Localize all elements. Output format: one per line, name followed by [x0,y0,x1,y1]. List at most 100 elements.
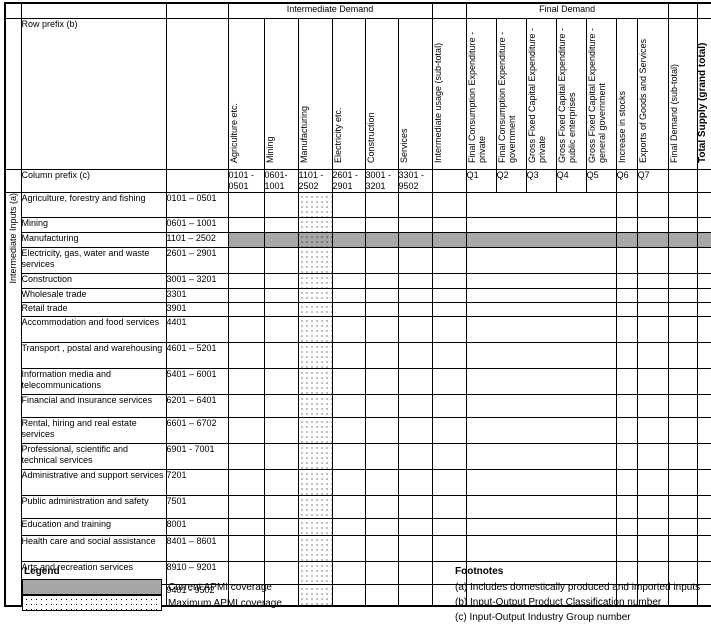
data-cell [526,192,557,218]
data-cell [667,417,698,444]
data-cell [696,247,711,274]
data-cell [556,417,587,444]
header-corner-left [5,18,22,170]
footnotes: Footnotes (a) Includes domestically prod… [455,566,710,625]
data-cell [496,288,527,303]
data-cell [496,417,527,444]
data-cell [496,469,527,496]
data-cell [586,192,617,218]
data-cell [667,288,698,303]
data-cell [526,232,557,248]
data-cell [297,469,333,496]
row-code: 2601 – 2901 [165,247,229,274]
data-cell [496,302,527,317]
data-cell [331,368,366,395]
data-cell [297,394,333,418]
column-header-label: Construction [365,112,376,163]
data-cell [615,368,638,395]
table-row: Health care and social assistance 8401 – … [5,535,711,562]
group-band-row: Intermediate Demand Final Demand [5,3,711,19]
header-corner-code [165,18,229,170]
data-cell [331,247,366,274]
row-prefix-header: Row prefix (b) [20,18,167,170]
column-header-6: Intermediate usage (sub-total) [431,18,467,170]
column-header-14: Final Demand (sub-total) [667,18,698,170]
legend: Legend Current APMI coverage Maximum APMI… [22,566,342,611]
data-cell [227,247,265,274]
column-header-label: Agriculture etc. [228,102,239,163]
data-cell [227,302,265,317]
legend-item-label: Maximum APMI coverage [168,597,282,609]
data-cell [696,217,711,233]
footnote-line: (b) Input-Output Product Classification … [455,597,662,608]
data-cell [667,273,698,289]
data-cell [364,518,399,536]
data-cell [526,217,557,233]
data-cell [364,368,399,395]
table-row: Accommodation and food services 4401 [5,316,711,343]
data-cell [431,443,467,470]
data-cell [496,232,527,248]
data-cell [667,394,698,418]
data-cell [397,273,433,289]
data-cell [586,217,617,233]
data-cell [696,288,711,303]
data-cell [431,192,467,218]
data-cell [496,394,527,418]
prefix-spacer-left [5,169,22,193]
data-cell [397,443,433,470]
column-prefix-5: 3301 - 9502 [397,169,433,193]
data-cell [556,288,587,303]
data-cell [526,443,557,470]
data-cell [615,417,638,444]
row-label: Public administration and safety [20,495,167,519]
data-cell [586,495,617,519]
data-cell [397,584,433,606]
data-cell [636,535,669,562]
group-header-final-demand: Final Demand [465,3,669,19]
column-prefix-15 [696,169,711,193]
data-cell [465,342,497,369]
table-row: Intermediate Inputs (a) Agriculture, fore… [5,192,711,606]
data-cell [364,192,399,218]
data-cell [465,584,497,606]
data-cell [297,495,333,519]
data-cell [331,217,366,233]
column-prefix-11: Q5 [585,169,617,193]
column-header-3: Electricity etc. [331,18,366,170]
data-cell [465,417,497,444]
column-prefix-3: 2601 - 2901 [331,169,366,193]
column-header-label: Electricity etc. [332,107,343,163]
data-cell [526,302,557,317]
data-cell [397,495,433,519]
data-cell [465,535,497,562]
data-cell [667,302,698,317]
data-cell [526,518,557,536]
data-cell [364,273,399,289]
data-cell [496,316,527,343]
legend-title: Legend [24,566,60,577]
data-cell [431,342,467,369]
data-cell [431,394,467,418]
data-cell [586,232,617,248]
data-cell [586,316,617,343]
data-cell [586,394,617,418]
row-code: 7201 [165,469,229,496]
data-cell [263,394,299,418]
column-header-label: Manufacturing [298,105,309,163]
data-cell [465,394,497,418]
data-cell [556,518,587,536]
data-cell [364,584,399,606]
data-cell [615,302,638,317]
data-cell [636,368,669,395]
data-cell [615,495,638,519]
data-cell [364,495,399,519]
table-row: Arts and recreation services 8910 – 9201 [5,561,711,585]
column-header-label: Final Consumption Expenditure - governme… [496,31,517,163]
data-cell [263,443,299,470]
data-cell [397,561,433,585]
column-header-label: Intermediate usage (sub-total) [432,42,443,163]
data-cell [615,192,638,218]
footnote-line: (a) Includes domestically produced and i… [455,582,701,593]
row-code: 4601 – 5201 [165,342,229,369]
